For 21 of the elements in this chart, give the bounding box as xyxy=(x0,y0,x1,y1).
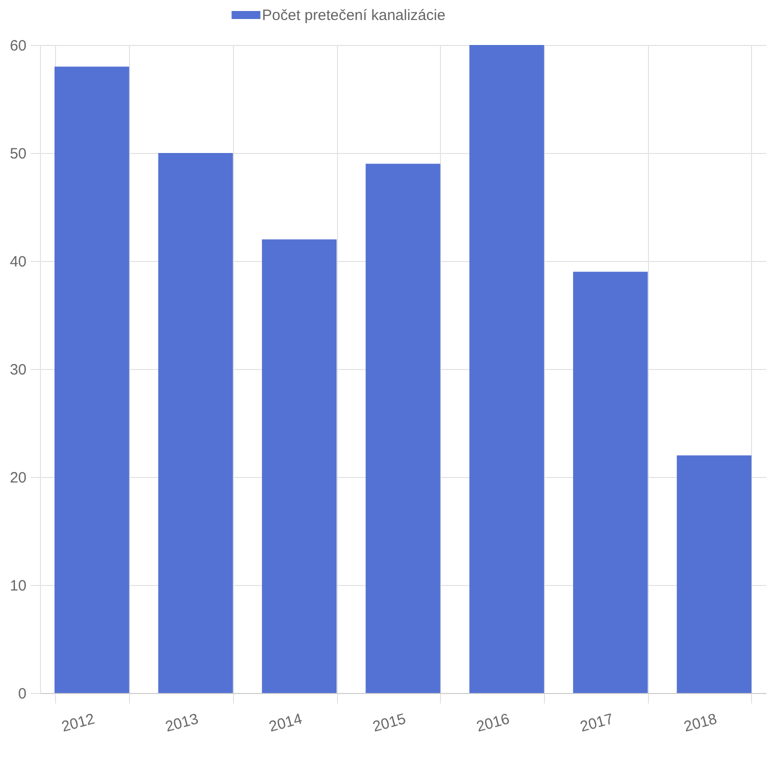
x-tick-label: 2016 xyxy=(474,710,512,736)
x-tick-label: 2015 xyxy=(371,710,408,736)
y-tick-label: 0 xyxy=(18,686,26,702)
y-tick-label: 50 xyxy=(10,146,26,162)
bar xyxy=(262,239,337,693)
bar xyxy=(573,272,648,693)
x-tick-label: 2012 xyxy=(60,710,96,736)
y-tick-label: 20 xyxy=(10,470,26,486)
y-tick-label: 60 xyxy=(10,38,26,54)
y-tick-label: 40 xyxy=(10,254,26,270)
x-tick-label: 2014 xyxy=(267,710,304,736)
bar xyxy=(54,66,130,693)
x-tick-label: 2013 xyxy=(164,710,200,736)
y-tick-label: 30 xyxy=(10,362,26,378)
x-tick-label: 2018 xyxy=(682,710,719,736)
x-tick-label: 2017 xyxy=(578,710,616,736)
y-tick-label: 10 xyxy=(10,578,26,594)
bar xyxy=(676,455,752,693)
bar xyxy=(366,164,440,693)
legend-label: Počet pretečení kanalizácie xyxy=(262,7,446,24)
bar xyxy=(158,153,233,693)
